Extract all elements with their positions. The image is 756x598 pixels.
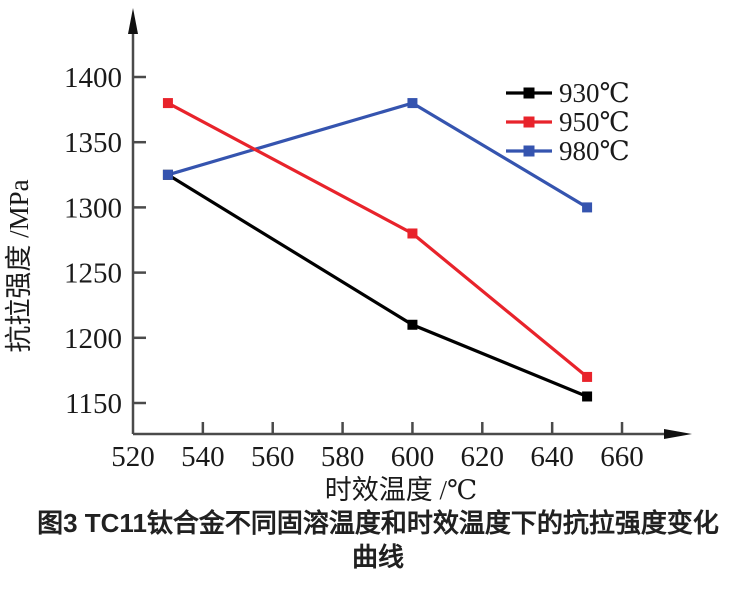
figure: 1150 1200 1250 1300 1350 1400 520 540 560 580 600 6… <box>4 8 692 505</box>
x-tick-label: 620 <box>461 441 505 473</box>
y-tick-label: 1150 <box>65 388 122 420</box>
x-tick-label: 540 <box>181 441 225 473</box>
y-tick-label: 1300 <box>64 192 122 224</box>
data-point-marker <box>407 319 418 330</box>
data-point-marker <box>582 391 593 402</box>
data-point-marker <box>162 98 173 109</box>
legend-label: 950℃ <box>559 107 630 137</box>
y-axis-arrow-icon <box>128 8 138 34</box>
data-point-marker <box>582 202 593 213</box>
series-line-950℃ <box>167 101 589 379</box>
x-tick-label: 600 <box>391 441 435 473</box>
y-tick-label: 1400 <box>64 62 122 94</box>
x-tick-label: 660 <box>600 441 644 473</box>
data-point-marker <box>162 169 173 180</box>
caption-line-2: 曲线 <box>351 542 404 572</box>
legend-marker-icon <box>523 87 535 99</box>
legend-label: 980℃ <box>559 136 630 166</box>
y-tick-label: 1250 <box>64 258 122 290</box>
figure-caption: 图3 TC11钛合金不同固溶温度和时效温度下的抗拉强度变化 曲线 <box>0 506 756 574</box>
y-tick-label: 1350 <box>64 127 122 159</box>
data-point-marker <box>407 228 418 239</box>
legend-marker-icon <box>523 116 535 128</box>
data-point-marker <box>407 98 418 109</box>
x-tick-label: 520 <box>111 441 155 473</box>
x-tick-label: 640 <box>530 441 574 473</box>
y-axis-title: 抗拉强度 /MPa <box>4 179 34 352</box>
caption-line-1: 图3 TC11钛合金不同固溶温度和时效温度下的抗拉强度变化 <box>37 508 719 538</box>
x-axis-title: 时效温度 /℃ <box>325 475 477 505</box>
legend-marker-icon <box>523 145 535 157</box>
legend-label: 930℃ <box>559 78 630 108</box>
y-tick-label: 1200 <box>64 323 122 355</box>
x-tick-label: 580 <box>321 441 365 473</box>
x-axis-arrow-icon <box>664 429 692 439</box>
line-chart: 1150 1200 1250 1300 1350 1400 520 540 560 580 600 6… <box>4 8 692 505</box>
series-line-930℃ <box>167 173 588 398</box>
data-point-marker <box>582 371 593 382</box>
x-tick-label: 560 <box>251 441 295 473</box>
